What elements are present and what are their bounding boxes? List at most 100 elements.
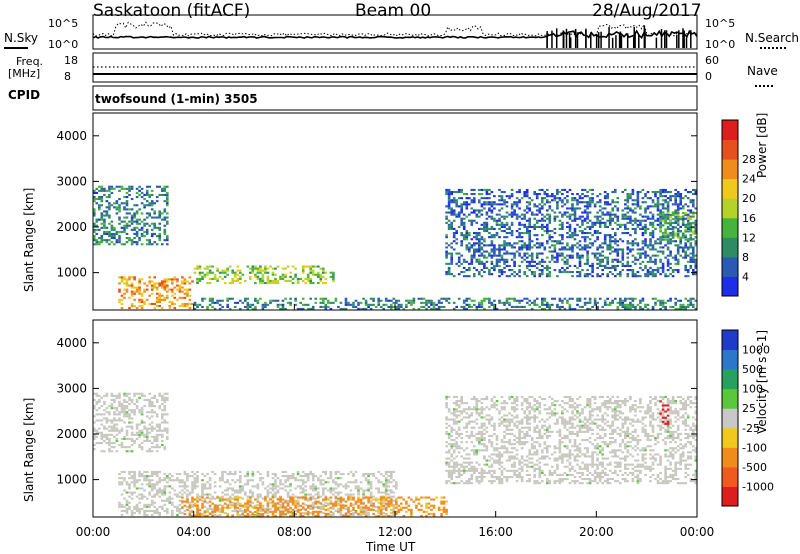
velocity-cell (306, 497, 310, 500)
power-cell (513, 305, 516, 308)
power-cell (578, 256, 582, 259)
power-cell (143, 282, 146, 285)
power-cell (535, 297, 539, 300)
power-cell (583, 195, 587, 198)
power-cell (624, 213, 627, 216)
power-cell (188, 276, 192, 279)
power-cell (480, 203, 484, 206)
power-cell (188, 307, 192, 310)
power-cell (108, 187, 111, 190)
power-cell (155, 300, 159, 303)
power-cell (327, 305, 330, 308)
velocity-cell (118, 411, 121, 414)
power-cell (591, 225, 594, 228)
power-cell (480, 260, 484, 263)
velocity-cell (135, 433, 139, 436)
power-cell (530, 264, 534, 267)
velocity-cell (324, 470, 328, 473)
velocity-cell (163, 491, 167, 494)
power-cell (541, 199, 544, 202)
velocity-cell (221, 495, 224, 498)
power-cell (186, 280, 189, 283)
power-cell (485, 244, 489, 247)
power-cell (274, 267, 277, 270)
power-cell (135, 241, 139, 244)
velocity-cell (291, 512, 295, 515)
power-cell (686, 230, 690, 233)
power-cell (495, 307, 499, 310)
power-cell (460, 254, 463, 257)
power-cell (528, 303, 531, 306)
velocity-cell (289, 512, 292, 515)
velocity-cell (271, 493, 275, 496)
power-cell (619, 275, 622, 278)
velocity-cell (352, 496, 355, 499)
power-cell (128, 185, 131, 188)
power-cell (631, 303, 635, 306)
velocity-cell (145, 483, 149, 486)
power-cell (236, 269, 239, 272)
velocity-cell (166, 475, 169, 478)
velocity-cell (100, 431, 104, 434)
power-cell (676, 191, 680, 194)
power-cell (457, 273, 461, 276)
power-cell (206, 273, 209, 276)
power-cell (462, 227, 466, 230)
power-cell (452, 219, 456, 222)
power-cell (596, 248, 599, 251)
power-cell (211, 277, 214, 280)
power-cell (198, 277, 202, 280)
power-cell (631, 223, 635, 226)
power-cell (402, 307, 406, 310)
power-cell (676, 271, 680, 274)
power-cell (490, 262, 494, 265)
velocity-cell (223, 470, 227, 473)
power-cell (103, 222, 106, 225)
velocity-cell (143, 512, 146, 515)
velocity-cell (384, 477, 388, 480)
power-cell (684, 203, 687, 206)
velocity-cell (125, 392, 129, 395)
power-cell (578, 264, 582, 267)
power-cell (266, 282, 270, 285)
velocity-cell (161, 417, 164, 420)
velocity-cell (231, 493, 234, 496)
power-cell (364, 307, 368, 310)
power-cell (457, 215, 461, 218)
velocity-cell (324, 473, 328, 476)
power-cell (163, 224, 167, 227)
velocity-cell (291, 498, 295, 501)
power-cell (553, 256, 557, 259)
power-cell (410, 303, 413, 306)
power-cell (654, 301, 657, 304)
power-cell (619, 303, 622, 306)
power-cell (508, 195, 511, 198)
power-cell (581, 305, 584, 308)
velocity-cell (158, 479, 161, 482)
power-cell (120, 226, 124, 229)
velocity-cell (183, 487, 187, 490)
power-cell (249, 303, 252, 306)
power-cell (666, 254, 670, 257)
velocity-cell (367, 512, 370, 515)
velocity-cell (339, 506, 343, 509)
power-cell (681, 216, 685, 219)
velocity-cell (123, 470, 126, 473)
power-cell (659, 195, 662, 198)
velocity-cell (369, 493, 373, 496)
power-cell (530, 240, 534, 243)
power-cell (503, 258, 506, 261)
velocity-cell (372, 495, 375, 498)
power-cell (505, 250, 509, 253)
power-cell (694, 193, 698, 196)
power-cell (671, 203, 675, 206)
velocity-cell (130, 512, 134, 515)
power-cell (148, 202, 151, 205)
velocity-cell (100, 419, 104, 422)
power-cell (523, 305, 526, 308)
power-cell (603, 238, 607, 241)
velocity-cell (329, 475, 333, 478)
power-cell (608, 238, 612, 241)
power-cell (201, 277, 204, 280)
power-cell (465, 232, 469, 235)
